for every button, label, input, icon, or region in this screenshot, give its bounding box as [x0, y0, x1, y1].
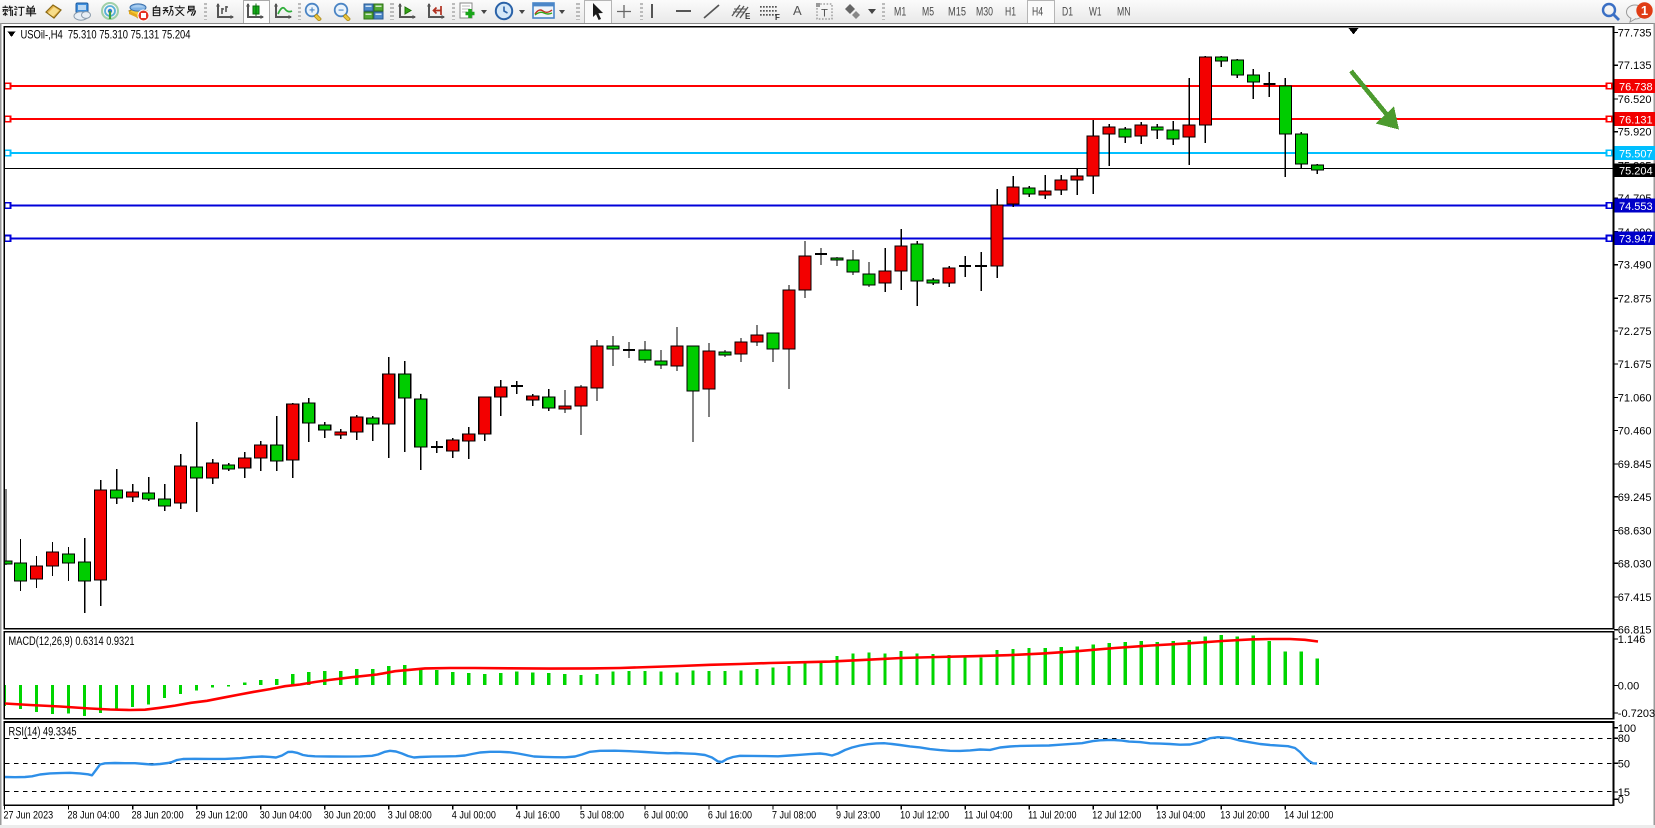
svg-text:28 Jun 20:00: 28 Jun 20:00	[132, 809, 184, 821]
svg-text:H4: H4	[1032, 5, 1043, 19]
svg-text:75.507: 75.507	[1619, 148, 1653, 160]
svg-text:7 Jul 08:00: 7 Jul 08:00	[772, 809, 816, 821]
svg-text:12 Jul 12:00: 12 Jul 12:00	[1092, 809, 1141, 821]
svg-text:H1: H1	[1005, 5, 1016, 19]
svg-text:6 Jul 16:00: 6 Jul 16:00	[708, 809, 752, 821]
svg-text:72.275: 72.275	[1618, 326, 1652, 338]
svg-text:D1: D1	[1062, 5, 1073, 19]
svg-text:14 Jul 12:00: 14 Jul 12:00	[1284, 809, 1333, 821]
svg-text:100: 100	[1618, 723, 1636, 735]
svg-text:29 Jun 12:00: 29 Jun 12:00	[196, 809, 248, 821]
svg-text:6 Jul 00:00: 6 Jul 00:00	[644, 809, 688, 821]
svg-text:68.030: 68.030	[1618, 558, 1652, 570]
svg-text:50: 50	[1618, 758, 1630, 770]
svg-text:71.675: 71.675	[1618, 359, 1652, 371]
svg-text:73.490: 73.490	[1618, 260, 1652, 272]
svg-text:69.845: 69.845	[1618, 459, 1652, 471]
svg-text:13 Jul 20:00: 13 Jul 20:00	[1220, 809, 1269, 821]
svg-text:76.131: 76.131	[1619, 114, 1653, 126]
svg-text:MN: MN	[1117, 5, 1131, 19]
svg-text:28 Jun 04:00: 28 Jun 04:00	[68, 809, 120, 821]
svg-text:10 Jul 12:00: 10 Jul 12:00	[900, 809, 949, 821]
svg-text:66.815: 66.815	[1618, 625, 1652, 637]
svg-text:13 Jul 04:00: 13 Jul 04:00	[1156, 809, 1205, 821]
svg-text:M5: M5	[922, 5, 934, 19]
svg-text:77.135: 77.135	[1618, 60, 1652, 72]
svg-text:68.630: 68.630	[1618, 526, 1652, 538]
svg-text:76.738: 76.738	[1619, 81, 1653, 93]
svg-text:69.245: 69.245	[1618, 492, 1652, 504]
svg-text:76.520: 76.520	[1618, 94, 1652, 106]
svg-text:30 Jun 20:00: 30 Jun 20:00	[324, 809, 376, 821]
svg-text:70.460: 70.460	[1618, 425, 1652, 437]
svg-text:72.875: 72.875	[1618, 293, 1652, 305]
svg-text:RSI(14) 49.3345: RSI(14) 49.3345	[9, 727, 77, 739]
svg-text:71.060: 71.060	[1618, 393, 1652, 405]
svg-text:5 Jul 08:00: 5 Jul 08:00	[580, 809, 624, 821]
svg-text:27 Jun 2023: 27 Jun 2023	[4, 809, 54, 821]
svg-text:67.415: 67.415	[1618, 592, 1652, 604]
svg-text:11 Jul 20:00: 11 Jul 20:00	[1028, 809, 1076, 821]
svg-text:1.146: 1.146	[1618, 634, 1646, 646]
svg-text:T: T	[821, 8, 828, 20]
svg-text:4 Jul 16:00: 4 Jul 16:00	[516, 809, 560, 821]
svg-text:M1: M1	[894, 5, 906, 19]
svg-text:80: 80	[1618, 733, 1630, 745]
svg-text:M30: M30	[976, 5, 993, 19]
svg-text:15: 15	[1618, 787, 1630, 799]
svg-text:74.553: 74.553	[1619, 201, 1653, 213]
svg-text:73.947: 73.947	[1619, 234, 1653, 246]
svg-text:30 Jun 04:00: 30 Jun 04:00	[260, 809, 312, 821]
svg-text:77.735: 77.735	[1618, 27, 1652, 39]
svg-text:E: E	[745, 12, 751, 21]
svg-text:0: 0	[1618, 794, 1624, 806]
svg-text:−: −	[338, 5, 344, 16]
svg-text:75.204: 75.204	[1619, 166, 1653, 178]
svg-text:1: 1	[1641, 3, 1648, 18]
svg-text:W1: W1	[1089, 5, 1102, 19]
svg-text:4 Jul 00:00: 4 Jul 00:00	[452, 809, 496, 821]
svg-text:75.920: 75.920	[1618, 127, 1652, 139]
svg-text:0.00: 0.00	[1618, 680, 1639, 692]
svg-text:M15: M15	[948, 5, 966, 19]
svg-text:+: +	[309, 5, 315, 16]
svg-text:F: F	[775, 13, 780, 22]
svg-text:-0.7203: -0.7203	[1618, 708, 1655, 720]
svg-text:3 Jul 08:00: 3 Jul 08:00	[388, 809, 432, 821]
svg-text:9 Jul 23:00: 9 Jul 23:00	[836, 809, 880, 821]
svg-text:11 Jul 04:00: 11 Jul 04:00	[964, 809, 1012, 821]
svg-text:MACD(12,26,9) 0.6314 0.9321: MACD(12,26,9) 0.6314 0.9321	[9, 636, 135, 648]
svg-text:USOil-,H4 75.310 75.310 75.13: USOil-,H4 75.310 75.310 75.131 75.204	[21, 28, 191, 42]
